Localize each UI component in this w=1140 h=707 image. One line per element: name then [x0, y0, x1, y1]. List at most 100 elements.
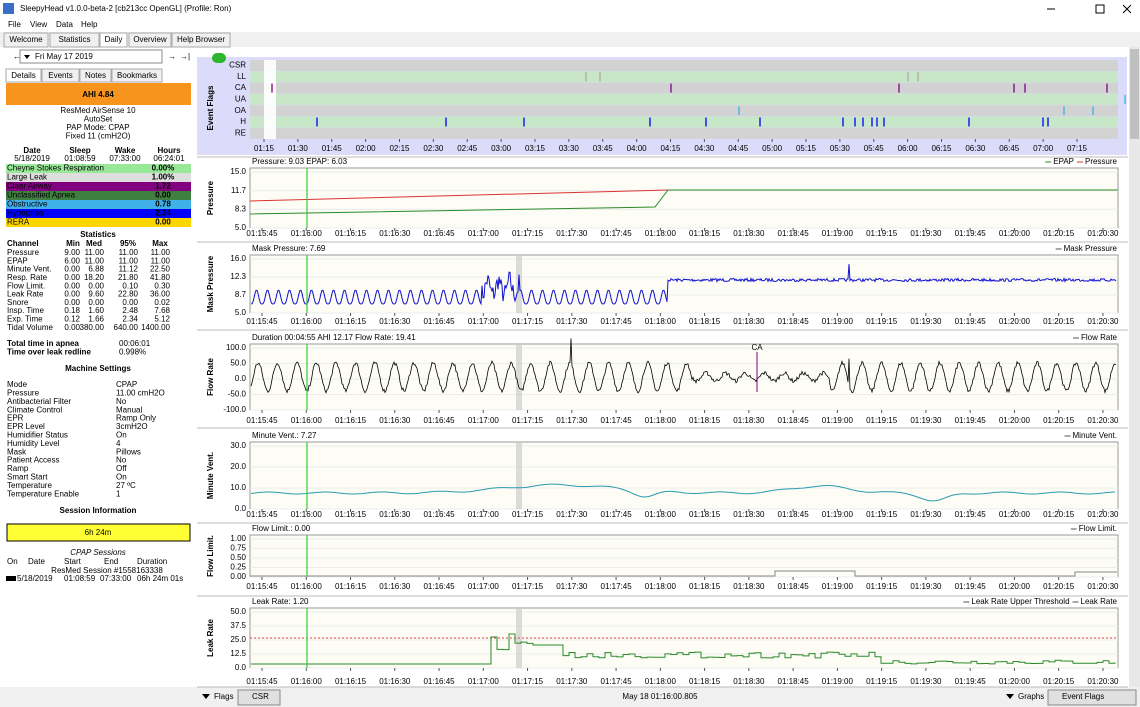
stat-cell: Snore [7, 298, 29, 307]
time-label: 01:17:45 [601, 229, 633, 238]
setting-value: 11.00 cmH2O [116, 389, 165, 398]
tab[interactable] [171, 32, 231, 48]
scrollbar[interactable] [1129, 47, 1140, 687]
date-dropdown[interactable] [24, 55, 30, 59]
setting-value: No [116, 456, 127, 465]
tab[interactable] [3, 32, 49, 48]
stat-header: Channel [7, 239, 39, 248]
tab-label[interactable]: Welcome [9, 35, 43, 44]
summary-value: 07:33:00 [109, 154, 141, 163]
index-name: Clear Airway [7, 182, 52, 191]
time-label: 01:20:30 [1087, 582, 1119, 591]
y-tick-label: 20.0 [230, 462, 246, 471]
stat-cell: 9.60 [88, 290, 104, 299]
time-label: 03:00 [491, 144, 512, 153]
tab-label[interactable]: Help Browser [177, 35, 225, 44]
section-title: Statistics [80, 230, 116, 239]
setting-value: 4 [116, 439, 121, 448]
session-checkbox[interactable] [6, 576, 16, 581]
y-tick-label: 37.5 [230, 621, 246, 630]
time-label: 01:20:30 [1087, 416, 1119, 425]
legend-label: Minute Vent. [1073, 431, 1117, 440]
dropdown-arrow[interactable] [1006, 694, 1014, 699]
footer-button[interactable]: Graphs [1018, 692, 1044, 701]
time-label: 01:18:15 [689, 229, 721, 238]
nav-next[interactable]: → [168, 52, 176, 61]
event-flags-combo[interactable] [1047, 689, 1137, 706]
ahi-value: AHI 4.84 [82, 90, 114, 99]
subtab-label[interactable]: Notes [85, 71, 106, 80]
stat-cell: 1.66 [88, 315, 104, 324]
menu-item[interactable]: Help [81, 20, 98, 29]
tab[interactable] [99, 32, 128, 48]
trace [249, 189, 669, 202]
menu-item[interactable]: Data [56, 20, 73, 29]
time-label: 01:19:00 [822, 510, 854, 519]
footer-button[interactable]: Flags [214, 692, 234, 701]
tab[interactable] [49, 32, 100, 48]
stat-cell: Leak Rate [7, 290, 44, 299]
stat-cell: 1.60 [88, 306, 104, 315]
tab[interactable] [128, 32, 172, 48]
date-picker[interactable] [19, 49, 163, 64]
summary-header: Date [23, 146, 41, 155]
subtab[interactable] [111, 68, 163, 83]
time-label: 01:18:00 [645, 582, 677, 591]
tab-label[interactable]: Overview [133, 35, 167, 44]
subtab[interactable] [5, 68, 42, 83]
date-text[interactable]: Fri May 17 2019 [35, 52, 93, 61]
maximize-button[interactable] [1095, 4, 1105, 14]
stat-cell: 9.00 [64, 248, 80, 257]
time-label: 06:45 [999, 144, 1020, 153]
nav-prev[interactable]: ← [13, 52, 21, 61]
time-label: 01:15:45 [246, 677, 278, 686]
stat-cell: 21.80 [118, 273, 139, 282]
annotation: CA [751, 343, 763, 352]
nav-last[interactable]: →| [180, 52, 190, 61]
tab-label[interactable]: Daily [105, 35, 123, 44]
subtab-label[interactable]: Bookmarks [117, 71, 157, 80]
time-label: 01:18:00 [645, 677, 677, 686]
flag-row [250, 60, 1118, 71]
time-label: 01:17:00 [468, 416, 500, 425]
time-label: 05:15 [796, 144, 817, 153]
setting-name: Patient Access [7, 456, 59, 465]
stat-cell: Minute Vent. [7, 265, 51, 274]
y-tick-label: 10.0 [230, 483, 246, 492]
pin-icon[interactable] [212, 53, 226, 63]
tab-label[interactable]: Statistics [58, 35, 90, 44]
left-panel [0, 47, 196, 687]
time-label: 02:00 [356, 144, 377, 153]
y-tick-label: 25.0 [230, 635, 246, 644]
setting-name: Smart Start [7, 473, 48, 482]
scrollbar-thumb[interactable] [1130, 49, 1139, 139]
graph-info: Duration 00:04:55 AHI 12.17 Flow Rate: 1… [252, 333, 416, 342]
combo-text[interactable]: Event Flags [1062, 692, 1104, 701]
close-button[interactable] [1122, 4, 1132, 14]
session-header: Duration [137, 557, 167, 566]
time-label: 01:20:30 [1087, 229, 1119, 238]
subtab-label[interactable]: Events [48, 71, 72, 80]
time-label: 01:17:30 [556, 677, 588, 686]
session-cell: 06h 24m 01s [137, 574, 183, 583]
trace [250, 483, 1116, 502]
time-label: 01:19:15 [866, 677, 898, 686]
subtab-label[interactable]: Details [11, 71, 35, 80]
time-label: 01:16:45 [423, 416, 455, 425]
csr-combo[interactable] [237, 689, 281, 706]
current-time: May 18 01:16:00.805 [622, 692, 698, 701]
menu-item[interactable]: View [30, 20, 47, 29]
time-label: 01:19:15 [866, 582, 898, 591]
stat-cell: 380.00 [80, 323, 105, 332]
dropdown-arrow[interactable] [202, 694, 210, 699]
setting-name: EPR Level [7, 422, 45, 431]
stat-cell: 0.00 [122, 298, 138, 307]
combo-text[interactable]: CSR [252, 692, 269, 701]
time-label: 01:19:00 [822, 317, 854, 326]
subtab[interactable] [41, 68, 80, 83]
menu-item[interactable]: File [8, 20, 21, 29]
time-label: 01:16:15 [335, 229, 367, 238]
time-label: 01:19:45 [955, 229, 987, 238]
subtab[interactable] [79, 68, 112, 83]
